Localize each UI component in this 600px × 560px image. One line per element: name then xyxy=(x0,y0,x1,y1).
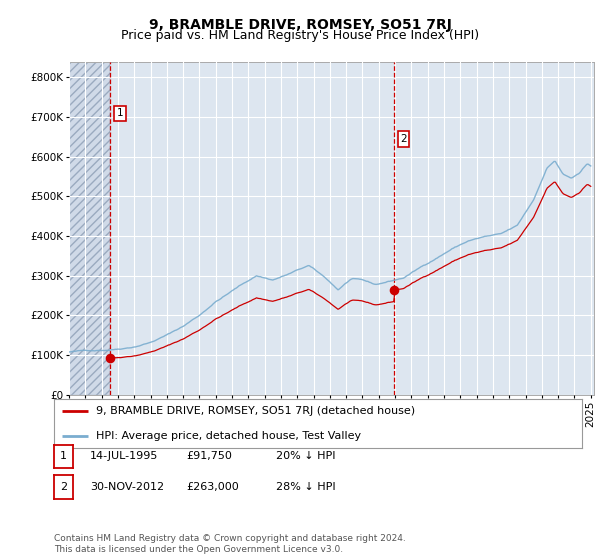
Text: Price paid vs. HM Land Registry's House Price Index (HPI): Price paid vs. HM Land Registry's House … xyxy=(121,29,479,42)
Text: 9, BRAMBLE DRIVE, ROMSEY, SO51 7RJ: 9, BRAMBLE DRIVE, ROMSEY, SO51 7RJ xyxy=(149,18,451,32)
Text: Contains HM Land Registry data © Crown copyright and database right 2024.
This d: Contains HM Land Registry data © Crown c… xyxy=(54,534,406,554)
Text: 2: 2 xyxy=(400,134,407,144)
Point xyxy=(106,354,115,363)
Text: 14-JUL-1995: 14-JUL-1995 xyxy=(90,451,158,461)
Text: 1: 1 xyxy=(117,108,124,118)
Point xyxy=(389,286,398,295)
Bar xyxy=(69,62,110,395)
Text: £263,000: £263,000 xyxy=(186,482,239,492)
Text: 2: 2 xyxy=(60,482,67,492)
Text: 30-NOV-2012: 30-NOV-2012 xyxy=(90,482,164,492)
Text: 9, BRAMBLE DRIVE, ROMSEY, SO51 7RJ (detached house): 9, BRAMBLE DRIVE, ROMSEY, SO51 7RJ (deta… xyxy=(96,406,415,416)
Text: 28% ↓ HPI: 28% ↓ HPI xyxy=(276,482,335,492)
Text: 20% ↓ HPI: 20% ↓ HPI xyxy=(276,451,335,461)
Text: HPI: Average price, detached house, Test Valley: HPI: Average price, detached house, Test… xyxy=(96,431,361,441)
Text: £91,750: £91,750 xyxy=(186,451,232,461)
Text: 1: 1 xyxy=(60,451,67,461)
